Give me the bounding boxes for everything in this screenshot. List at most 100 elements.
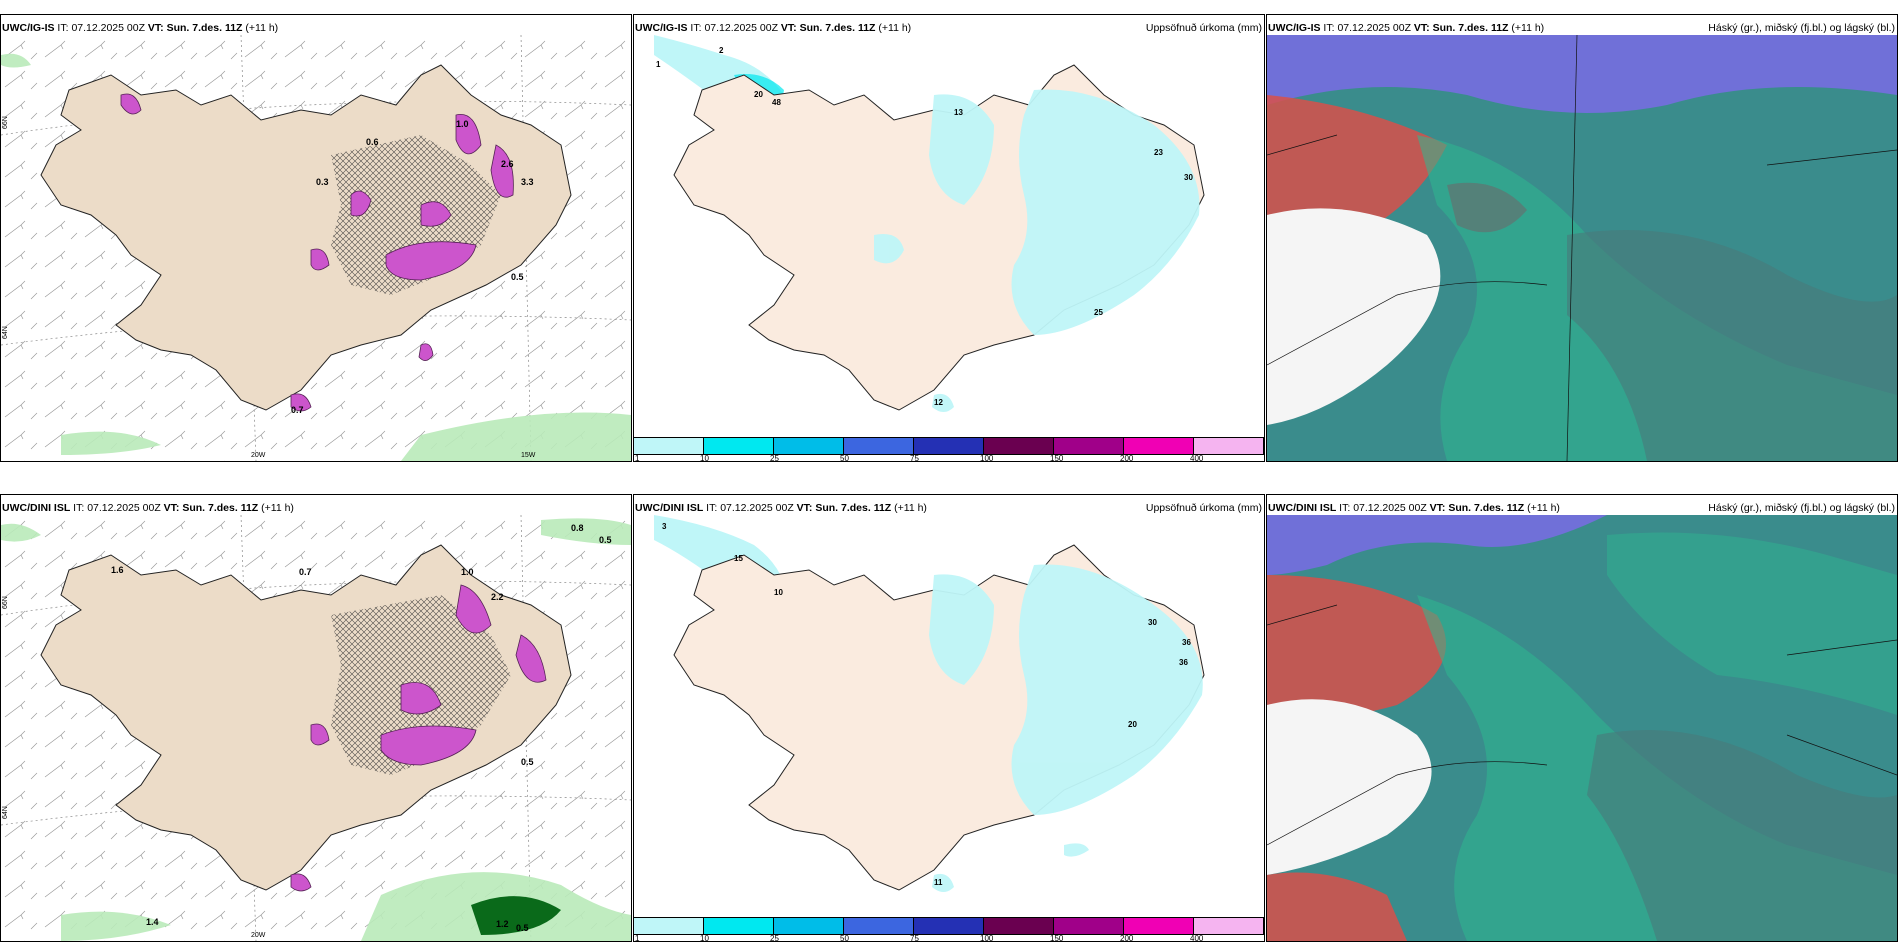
precip-value: 10 — [774, 588, 783, 597]
wind-value: 1.0 — [456, 119, 469, 129]
it-label: IT: — [706, 502, 718, 514]
precip-value: 2 — [719, 46, 724, 55]
legend-swatch — [634, 438, 704, 454]
wind-value: 1.0 — [461, 567, 474, 577]
model-name: UWC/DINI ISL — [1268, 502, 1337, 514]
legend-swatch — [1054, 918, 1124, 934]
model-name: UWC/IG-IS — [2, 22, 55, 34]
legend-tick: 200 — [1120, 454, 1134, 462]
wind-value: 0.3 — [316, 177, 329, 187]
legend-tick: 400 — [1190, 454, 1204, 462]
wind-value: 0.5 — [599, 535, 612, 545]
it-label: IT: — [73, 502, 85, 514]
precip-value: 13 — [954, 108, 963, 117]
precip-value: 20 — [754, 90, 763, 99]
precip-value: 36 — [1182, 638, 1191, 647]
panel-header: UWC/IG-IS IT: 07.12.2025 00Z VT: Sun. 7.… — [634, 15, 1264, 41]
legend-swatch — [844, 438, 914, 454]
precip-value: 1 — [656, 60, 661, 69]
legend-swatch — [984, 918, 1054, 934]
legend-swatch — [1054, 438, 1124, 454]
legend-swatch — [844, 918, 914, 934]
lead-time: (+11 h) — [894, 502, 927, 514]
it-label: IT: — [1323, 22, 1335, 34]
model-name: UWC/DINI ISL — [2, 502, 71, 514]
panel-header: UWC/DINI ISL IT: 07.12.2025 00Z VT: Sun.… — [1, 495, 631, 521]
legend-swatch — [1124, 918, 1194, 934]
precip-value: 30 — [1184, 173, 1193, 182]
legend-tick: 75 — [910, 934, 919, 942]
legend-tick: 150 — [1050, 934, 1064, 942]
legend-swatch — [1194, 438, 1264, 454]
valid-time: Sun. 7.des. 11Z — [815, 502, 892, 514]
vt-label: VT: — [147, 22, 164, 34]
model-name: UWC/IG-IS — [635, 22, 688, 34]
legend-swatch — [634, 918, 704, 934]
legend-swatch — [1124, 438, 1194, 454]
wind-map: 0.8 0.5 1.6 0.7 1.0 2.2 0.5 1.4 1.2 0.5 … — [1, 515, 631, 941]
panel-title: Háský (gr.), miðský (fj.bl.) og lágský (… — [1708, 502, 1895, 514]
cloud-panel-dini: UWC/DINI ISL IT: 07.12.2025 00Z VT: Sun.… — [1266, 494, 1898, 942]
lead-time: (+11 h) — [878, 22, 912, 34]
init-time: 07.12.2025 00Z — [87, 502, 161, 514]
panel-title: Uppsöfnuð úrkoma (mm) — [1145, 502, 1262, 514]
model-name: UWC/IG-IS — [1268, 22, 1321, 34]
lon-label: 20W — [251, 452, 266, 459]
valid-time: Sun. 7.des. 11Z — [182, 502, 259, 514]
panel-title: Uppsöfnuð úrkoma (mm) — [1145, 22, 1262, 34]
precip-value: 23 — [1154, 148, 1163, 157]
wind-value: 3.3 — [521, 177, 534, 187]
wind-value: 1.6 — [111, 565, 124, 575]
lead-time: (+11 h) — [1527, 502, 1560, 514]
wind-value: 0.8 — [571, 523, 584, 533]
cloud-map — [1267, 515, 1897, 941]
lead-time: (+11 h) — [1511, 22, 1545, 34]
precip-map: 1 2 20 48 13 23 30 25 12 — [654, 35, 1205, 412]
legend-tick: 50 — [840, 454, 849, 462]
lead-time: (+11 h) — [261, 502, 294, 514]
panel-title: Háský (gr.), miðský (fj.bl.) og lágský (… — [1708, 22, 1895, 34]
wind-precip-panel-ig-is: UWC/IG-IS IT: 07.12.2025 00Z VT: Sun. 7.… — [0, 14, 632, 462]
legend-tick: 50 — [840, 934, 849, 942]
wind-value: 0.7 — [291, 405, 304, 415]
valid-time: Sun. 7.des. 11Z — [1448, 502, 1525, 514]
lat-label: 66N — [2, 116, 9, 129]
legend-tick: 10 — [700, 934, 709, 942]
wind-value: 2.2 — [491, 592, 504, 602]
legend-swatch — [774, 438, 844, 454]
lat-label: 64N — [2, 806, 9, 819]
lat-label: 64N — [2, 326, 9, 339]
wind-map: 1.0 2.6 3.3 0.6 0.3 0.5 0.7 66N 64N 20W … — [1, 35, 631, 461]
legend-tick: 100 — [980, 934, 994, 942]
precip-legend: 1 10 25 50 75 100 150 200 400 — [634, 917, 1264, 941]
it-label: IT: — [57, 22, 69, 34]
panel-header: UWC/DINI ISL IT: 07.12.2025 00Z VT: Sun.… — [634, 495, 1264, 521]
precip-value: 20 — [1128, 720, 1137, 729]
legend-swatch — [704, 918, 774, 934]
wind-value: 1.4 — [146, 917, 159, 927]
wind-precip-panel-dini: UWC/DINI ISL IT: 07.12.2025 00Z VT: Sun.… — [0, 494, 632, 942]
legend-tick: 75 — [910, 454, 919, 462]
wind-value: 0.5 — [516, 923, 529, 933]
init-time: 07.12.2025 00Z — [1337, 22, 1411, 34]
legend-tick: 200 — [1120, 934, 1134, 942]
precip-value: 12 — [934, 398, 943, 407]
legend-swatch — [704, 438, 774, 454]
cloud-map — [1267, 35, 1897, 461]
precip-value: 30 — [1148, 618, 1157, 627]
precip-value: 25 — [1094, 308, 1103, 317]
wind-value: 2.6 — [501, 159, 514, 169]
it-label: IT: — [690, 22, 702, 34]
precip-map: 3 15 10 30 36 36 20 11 — [654, 515, 1205, 892]
legend-tick: 150 — [1050, 454, 1064, 462]
vt-label: VT: — [163, 502, 180, 514]
precip-value: 48 — [772, 98, 781, 107]
wind-value: 0.5 — [521, 757, 534, 767]
lead-time: (+11 h) — [245, 22, 279, 34]
wind-value: 1.2 — [496, 919, 509, 929]
wind-value: 0.6 — [366, 137, 379, 147]
model-name: UWC/DINI ISL — [635, 502, 704, 514]
valid-time: Sun. 7.des. 11Z — [1432, 22, 1509, 34]
lon-label: 15W — [521, 452, 536, 459]
legend-tick: 10 — [700, 454, 709, 462]
